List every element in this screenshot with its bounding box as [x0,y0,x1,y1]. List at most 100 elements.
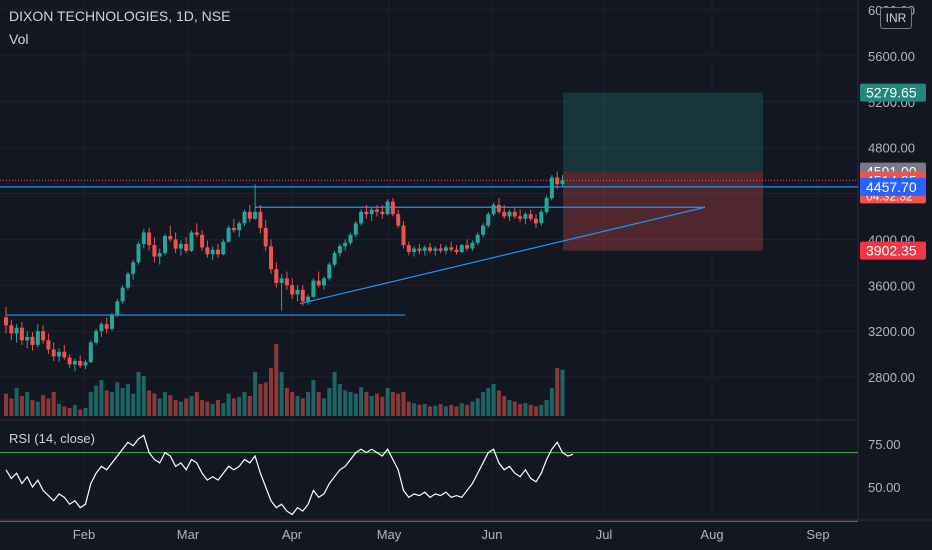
volume-bar [560,369,565,416]
candle-body [549,177,554,199]
volume-bar [62,406,67,416]
volume-bar [194,392,199,416]
candle-body [507,211,512,217]
candle-body [348,234,353,243]
volume-bar [512,401,517,416]
volume-bar [253,372,258,416]
candle-body [131,262,136,274]
candle-body [19,327,24,341]
candle-body [94,331,99,343]
volume-bar [226,393,231,416]
candle-body [110,315,114,329]
volume-bar [364,392,369,416]
volume-bar [406,401,411,416]
candle-body [247,211,252,219]
candle-body [544,198,549,212]
candle-body [35,331,40,345]
rsi-tick-label: 50.00 [868,480,901,495]
volume-bar [125,384,130,416]
candle-body [327,264,332,279]
ascending-trendline [299,206,706,305]
candle-body [380,211,385,215]
volume-bar [216,400,220,416]
candle-body [449,247,454,250]
candle-body [184,243,189,251]
volume-bar [25,392,30,416]
rsi-indicator-label[interactable]: RSI (14, close) [9,431,95,446]
time-tick-label: Sep [806,527,829,542]
volume-bar [348,392,353,416]
candle-body [14,327,19,334]
candle-body [258,211,263,228]
candle-body [41,331,46,341]
volume-bar [454,406,459,416]
volume-bar [422,404,427,416]
time-tick-label: May [377,527,402,542]
stop-price-tag [860,241,926,260]
currency-badge[interactable]: INR [880,7,912,29]
volume-bar [417,404,422,416]
candle-body [136,243,141,263]
candle-body [422,247,427,251]
candle-body [454,249,459,252]
volume-bar [184,398,189,416]
volume-bar [549,388,554,416]
candle-body [459,245,464,252]
volume-bar [141,376,146,416]
volume-bar [295,396,300,416]
candle-body [125,273,130,288]
candle-body [168,235,173,240]
candle-body [322,278,326,286]
candle-body [104,324,109,329]
volume-bar [242,392,247,416]
candle-body [9,325,14,334]
volume-bar [258,384,263,416]
candle-body [253,211,258,219]
volume-bar [237,396,242,416]
volume-bar [486,388,491,416]
candle-body [337,246,342,254]
volume-bar [369,396,374,416]
candle-body [141,232,146,244]
candle-body [67,357,72,365]
candle-body [279,278,284,283]
candle-body [443,247,448,251]
candle-body [369,209,374,215]
volume-indicator-label[interactable]: Vol [9,31,29,47]
volume-bar [279,372,284,416]
volume-bar [231,398,236,416]
price-tick-label: 2800.00 [868,370,915,385]
volume-bar [221,403,226,416]
volume-bar [327,388,332,416]
candle-body [306,296,311,302]
candle-body [316,280,321,286]
volume-bar [390,392,395,416]
level-price-value: 4457.70 [866,179,917,195]
candle-body [300,289,305,302]
volume-bar [83,408,88,416]
candle-body [194,232,199,235]
volume-bar [459,403,464,416]
candle-body [274,269,279,283]
candle-body [72,360,77,365]
candle-body [311,280,316,297]
candle-body [512,211,517,217]
candle-body [83,362,88,366]
candle-body [163,235,167,254]
stop-zone-box [563,171,763,251]
level-price-tag [860,177,926,196]
volume-bar [343,390,348,416]
candle-body [396,214,401,226]
candle-body [364,211,369,215]
volume-bar [88,392,93,416]
volume-bar [491,384,496,416]
symbol-title[interactable]: DIXON TECHNOLOGIES, 1D, NSE [9,8,231,24]
volume-bar [269,368,273,416]
volume-bar [120,388,125,416]
candle-body [178,243,183,249]
volume-bar [78,409,83,416]
volume-bar [131,393,136,416]
candle-body [226,227,231,242]
stop-price-value: 3902.35 [866,243,917,259]
